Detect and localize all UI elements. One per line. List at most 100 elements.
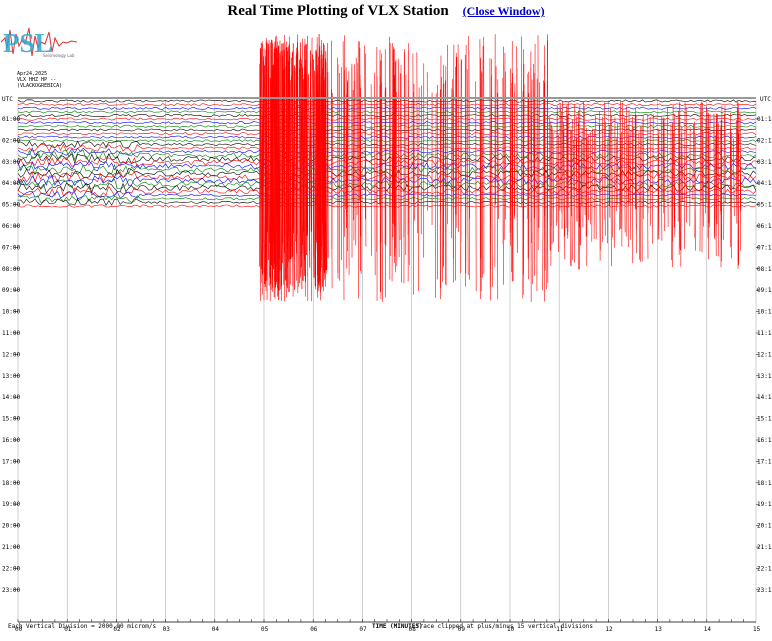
event-spike xyxy=(533,72,535,276)
event-spike xyxy=(360,87,362,274)
event-spike xyxy=(532,63,534,284)
event-spike xyxy=(552,132,554,243)
scale-note: Each Vertical Division = 2000.00 microm/… xyxy=(8,623,156,630)
seismic-trace xyxy=(17,124,757,128)
event-spike xyxy=(599,111,601,251)
event-spike xyxy=(319,54,322,261)
left-hour-label: 20:00 xyxy=(2,523,20,530)
left-hour-label: 18:00 xyxy=(2,480,20,487)
right-hour-label: 17:15 xyxy=(757,458,772,465)
event-spike xyxy=(481,46,484,278)
event-spike xyxy=(672,104,674,242)
x-minute-label: 00 xyxy=(15,626,23,633)
event-spike xyxy=(480,72,483,292)
event-spike xyxy=(356,63,359,216)
event-spike xyxy=(730,112,732,205)
event-spike xyxy=(391,43,393,282)
event-spike xyxy=(293,65,295,234)
plot-frame xyxy=(18,97,756,99)
event-spike xyxy=(570,129,572,267)
right-hour-label: 16:15 xyxy=(757,437,772,444)
right-hour-label: 09:15 xyxy=(757,287,772,294)
left-hour-label: 05:00 xyxy=(2,202,20,209)
event-spike xyxy=(364,45,366,220)
event-spike xyxy=(511,41,513,273)
event-spike xyxy=(580,139,582,245)
event-spike xyxy=(450,88,453,239)
x-minute-label: 04 xyxy=(212,626,220,633)
logo-wave xyxy=(0,27,78,57)
right-hour-label: 03:15 xyxy=(757,159,772,166)
event-spike xyxy=(312,54,315,278)
right-hour-label: 20:15 xyxy=(757,523,772,530)
grid xyxy=(17,100,757,623)
x-minute-label: 06 xyxy=(310,626,318,633)
event-spike xyxy=(392,46,394,224)
event-spike xyxy=(342,41,345,301)
event-spike xyxy=(435,93,437,298)
right-hour-label: 07:15 xyxy=(757,244,772,251)
event-spike xyxy=(397,58,400,258)
close-window-link[interactable]: (Close Window) xyxy=(462,4,545,18)
right-hour-label: 22:15 xyxy=(757,565,772,572)
left-hour-label: 23:00 xyxy=(2,587,20,594)
event-spike xyxy=(281,78,284,244)
event-spike xyxy=(503,52,506,240)
event-spike xyxy=(652,114,654,244)
left-hour-label: 02:00 xyxy=(2,137,20,144)
event-spike xyxy=(715,113,718,236)
event-spike xyxy=(282,70,285,254)
event-spike xyxy=(701,103,703,253)
event-spike xyxy=(323,45,325,274)
right-hour-label: 02:15 xyxy=(757,137,772,144)
seismic-trace xyxy=(17,110,757,114)
event-spike xyxy=(394,79,396,227)
event-spike xyxy=(491,75,493,287)
event-spike xyxy=(285,71,288,268)
seismic-trace xyxy=(17,113,757,118)
seismic-trace xyxy=(17,117,757,121)
event-spike xyxy=(260,44,263,276)
event-spike xyxy=(315,51,317,275)
event-spike xyxy=(267,46,270,244)
event-signal xyxy=(259,34,742,302)
event-spike xyxy=(578,110,580,228)
event-spike xyxy=(490,59,492,301)
right-hour-label: 06:15 xyxy=(757,223,772,230)
x-minute-label: 03 xyxy=(163,626,171,633)
event-spike xyxy=(392,87,394,238)
event-spike xyxy=(308,74,311,268)
event-spike xyxy=(733,138,735,217)
right-hour-label: 10:15 xyxy=(757,309,772,316)
x-minute-label: 11 xyxy=(556,626,564,633)
seismic-trace xyxy=(17,128,757,132)
event-spike xyxy=(287,44,290,246)
event-spike xyxy=(393,49,395,256)
x-minute-label: 01 xyxy=(64,626,72,633)
event-spike xyxy=(480,70,482,278)
x-minute-label: 12 xyxy=(605,626,613,633)
x-minute-label: 08 xyxy=(409,626,417,633)
event-spike xyxy=(452,44,455,201)
event-spike xyxy=(274,46,277,266)
event-spike xyxy=(582,101,584,228)
event-spike xyxy=(604,102,606,236)
event-spike xyxy=(660,116,663,241)
x-minute-label: 09 xyxy=(458,626,466,633)
left-hour-label: 14:00 xyxy=(2,394,20,401)
seismic-trace xyxy=(17,103,757,107)
event-spike xyxy=(599,125,601,261)
left-axis-header: UTC xyxy=(2,96,13,103)
right-axis-header: UTC xyxy=(760,96,771,103)
event-spike xyxy=(331,89,333,289)
event-spike xyxy=(468,36,470,219)
seismic-trace xyxy=(17,99,757,103)
event-spike xyxy=(699,103,702,252)
event-spike xyxy=(611,115,613,238)
event-spike xyxy=(680,133,682,267)
event-spike xyxy=(457,44,459,233)
seismic-trace xyxy=(17,106,757,110)
left-hour-label: 13:00 xyxy=(2,373,20,380)
event-spike xyxy=(522,63,525,295)
event-spike xyxy=(572,139,574,260)
